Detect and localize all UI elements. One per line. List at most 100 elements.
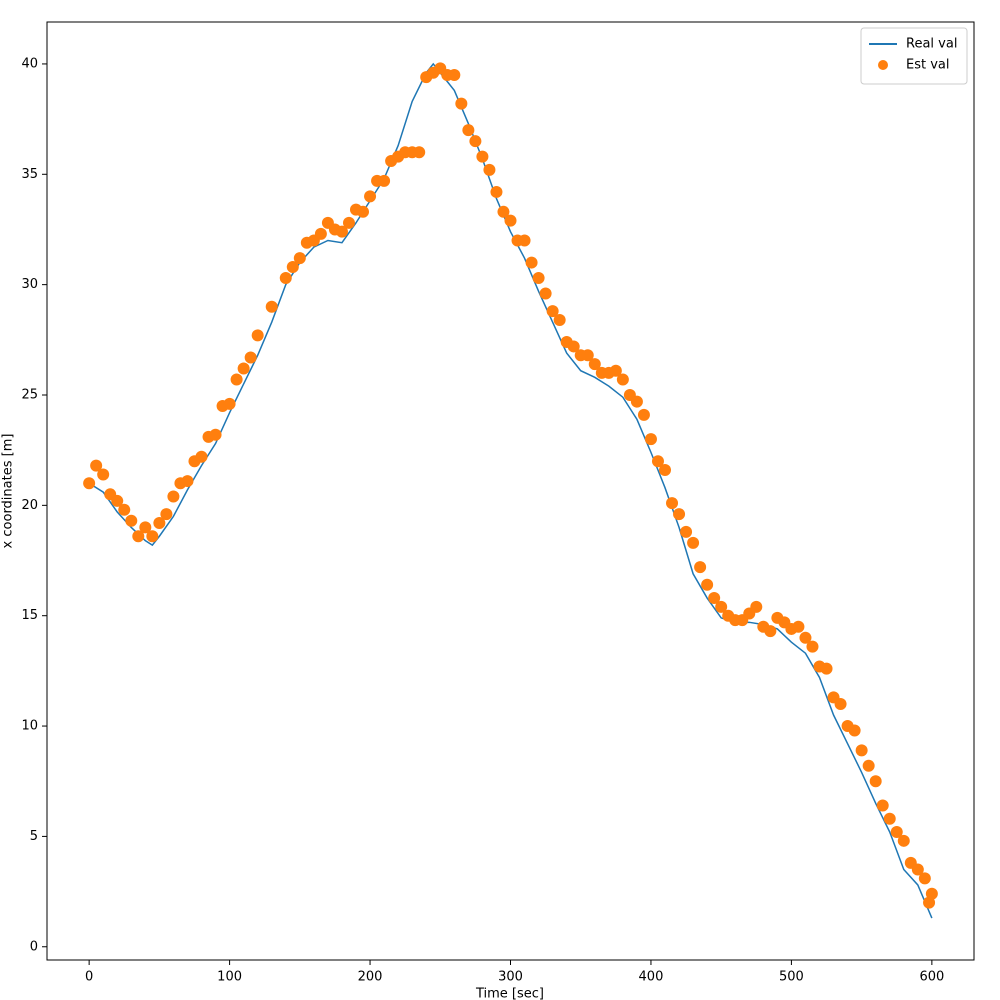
data-point: [616, 373, 629, 386]
data-point: [869, 775, 882, 788]
data-point: [132, 530, 145, 543]
data-point: [806, 640, 819, 653]
legend-label: Real val: [906, 37, 957, 52]
data-point: [553, 313, 566, 326]
data-point: [546, 305, 559, 318]
data-point: [630, 395, 643, 408]
y-axis-label: x coordinates [m]: [1, 434, 16, 549]
data-point: [476, 150, 489, 163]
data-point: [609, 364, 622, 377]
data-point: [694, 561, 707, 574]
data-point: [90, 459, 103, 472]
data-point: [195, 450, 208, 463]
x-tick-label: 0: [85, 970, 93, 985]
legend-box: [860, 27, 968, 85]
data-point: [364, 190, 377, 203]
y-tick-label: 0: [30, 939, 38, 954]
data-point: [673, 508, 686, 521]
data-point: [666, 497, 679, 510]
y-tick-label: 40: [21, 56, 38, 71]
data-point: [588, 358, 601, 371]
y-tick-label: 30: [21, 277, 38, 292]
y-tick-label: 20: [21, 498, 38, 513]
data-point: [925, 887, 938, 900]
y-tick-label: 15: [21, 608, 38, 623]
data-point: [357, 205, 370, 218]
data-point: [448, 68, 461, 81]
data-point: [883, 812, 896, 825]
data-point: [279, 272, 292, 285]
data-point: [862, 759, 875, 772]
y-tick-label: 35: [21, 167, 38, 182]
data-point: [490, 185, 503, 198]
y-tick-label: 10: [21, 719, 38, 734]
x-tick-label: 200: [358, 970, 383, 985]
data-point: [539, 287, 552, 300]
data-point: [715, 600, 728, 613]
data-point: [659, 464, 671, 477]
data-point: [820, 662, 833, 675]
data-line: [88, 62, 933, 919]
data-point: [567, 340, 580, 353]
data-point: [462, 124, 475, 137]
data-point: [848, 724, 861, 737]
data-point: [230, 373, 243, 386]
data-point: [251, 329, 264, 342]
x-tick-label: 100: [217, 970, 242, 985]
x-tick-label: 500: [779, 970, 804, 985]
data-point: [687, 536, 700, 549]
data-point: [897, 834, 910, 847]
legend-swatch: [878, 60, 888, 70]
data-point: [680, 525, 693, 538]
data-point: [918, 872, 931, 885]
data-point: [153, 517, 166, 530]
data-point: [160, 508, 173, 521]
data-point: [223, 397, 236, 410]
data-point: [644, 433, 657, 446]
data-point: [118, 503, 131, 516]
data-point: [209, 428, 222, 441]
data-point: [413, 146, 426, 159]
data-point: [314, 227, 327, 240]
data-point: [532, 272, 545, 285]
data-point: [637, 408, 650, 421]
data-point: [581, 349, 594, 362]
data-point: [111, 494, 124, 507]
data-point: [504, 214, 517, 227]
data-point: [286, 260, 299, 273]
data-point: [146, 530, 159, 543]
data-point: [237, 362, 250, 375]
data-point: [792, 620, 805, 633]
data-point: [342, 216, 355, 229]
x-axis-label: Time [sec]: [475, 987, 544, 1000]
data-point: [764, 625, 777, 638]
data-point: [651, 455, 664, 468]
data-point: [469, 135, 482, 148]
x-tick-label: 400: [639, 970, 664, 985]
data-point: [378, 174, 391, 187]
data-point: [181, 475, 194, 488]
data-point: [701, 578, 714, 591]
data-point: [293, 252, 306, 265]
data-point: [876, 799, 889, 812]
data-point: [525, 256, 538, 269]
data-point: [890, 825, 903, 838]
data-point: [483, 163, 496, 176]
x-tick-label: 600: [919, 970, 944, 985]
data-point: [497, 205, 510, 218]
legend-label: Est val: [906, 58, 950, 73]
data-point: [750, 600, 763, 613]
data-point: [799, 631, 812, 644]
data-point: [708, 592, 721, 605]
data-point: [139, 521, 152, 534]
x-tick-label: 300: [498, 970, 523, 985]
data-point: [855, 744, 868, 757]
data-point: [518, 234, 531, 247]
data-point: [834, 697, 847, 710]
data-point: [911, 863, 924, 876]
data-point: [455, 97, 468, 110]
data-point: [167, 490, 180, 503]
data-point: [97, 468, 110, 481]
